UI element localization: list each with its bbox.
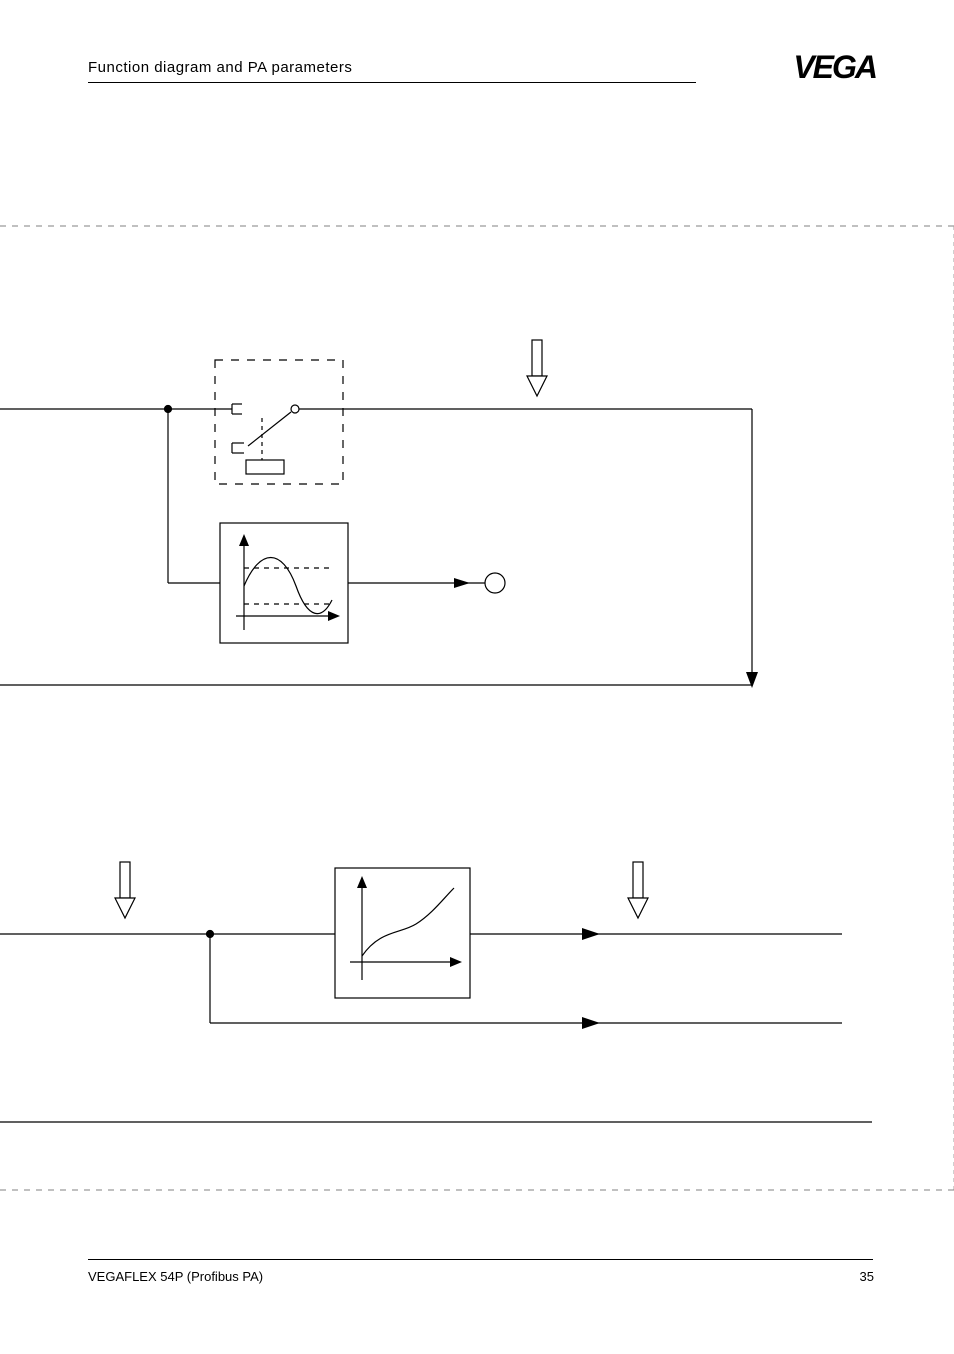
footer-product: VEGAFLEX 54P (Profibus PA) [88, 1269, 263, 1284]
outer-dashed-boundary [0, 226, 954, 1190]
open-arrow-1 [527, 340, 547, 396]
document-page: Function diagram and PA parameters VEGA [0, 0, 954, 1354]
lower-group [0, 862, 872, 1122]
footer-page-number: 35 [860, 1269, 874, 1284]
footer-rule [88, 1259, 873, 1260]
open-arrow-left [115, 862, 135, 918]
upper-group [0, 340, 758, 688]
open-arrow-right [628, 862, 648, 918]
function-diagram [0, 0, 954, 1354]
